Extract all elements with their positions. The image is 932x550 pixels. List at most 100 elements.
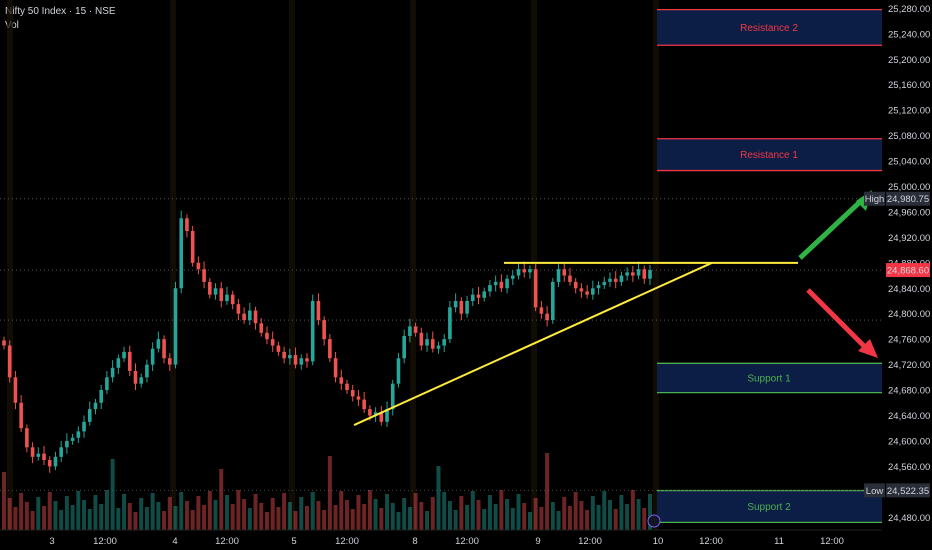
zone-support <box>657 490 882 523</box>
candle-body <box>145 364 149 378</box>
volume-bar <box>59 510 64 530</box>
zone-resistance <box>657 9 882 46</box>
zone-resistance <box>657 138 882 171</box>
volume-bar <box>150 493 155 530</box>
volume-bar <box>322 510 327 530</box>
y-tick-label: 24,600.00 <box>888 436 930 447</box>
candle-body <box>516 269 521 276</box>
candle-body <box>448 307 452 340</box>
volume-bar <box>625 504 630 530</box>
y-tick-label: 24,760.00 <box>888 335 930 346</box>
arrow-down-icon <box>806 288 868 350</box>
price-tag-label: High <box>865 194 885 205</box>
candle-body <box>613 278 618 282</box>
candle-body <box>522 269 527 273</box>
y-tick-label: 24,640.00 <box>888 411 930 422</box>
candle-body <box>167 358 172 365</box>
candle-body <box>42 453 46 461</box>
volume-bar <box>24 502 29 530</box>
session-separator <box>7 0 13 530</box>
volume-bar <box>602 491 607 530</box>
zone-label: Support 2 <box>747 502 791 513</box>
candle-body <box>248 310 252 321</box>
volume-bar <box>567 506 572 530</box>
volume-bar <box>413 493 418 530</box>
volume-bar <box>533 498 538 530</box>
volume-bar <box>482 509 487 530</box>
volume-bar <box>19 493 24 530</box>
candle-body <box>13 377 18 403</box>
candle-body <box>568 275 572 282</box>
x-tick-label: 12:00 <box>820 536 844 547</box>
candle-body <box>65 440 69 448</box>
volume-bar <box>459 496 464 530</box>
volume-bar <box>419 502 424 530</box>
candle-body <box>19 402 23 429</box>
x-tick-label: 12:00 <box>578 536 602 547</box>
volume-bar <box>516 494 521 530</box>
volume-bar <box>339 491 344 530</box>
volume-bar <box>465 505 470 530</box>
volume-bar <box>385 494 390 530</box>
volume-bar <box>42 506 47 530</box>
volume-bar <box>156 502 161 530</box>
volume-bar <box>207 491 212 530</box>
candle-body <box>419 332 424 346</box>
candle-body <box>36 453 41 457</box>
x-tick-label: 4 <box>172 536 177 547</box>
candle-body <box>105 377 109 391</box>
candle-body <box>345 383 349 391</box>
x-tick-label: 3 <box>49 536 54 547</box>
volume-bar <box>630 490 635 530</box>
candle-body <box>202 269 206 282</box>
volume-bar <box>219 469 224 530</box>
volume-bar <box>253 494 258 530</box>
candle-body <box>339 377 344 384</box>
candle-body <box>533 269 538 308</box>
volume-bar <box>396 512 401 530</box>
volume-bar <box>316 501 321 530</box>
price-value-box <box>886 191 930 206</box>
candle-body <box>493 281 498 286</box>
candle-body <box>87 409 92 422</box>
candle-body <box>2 340 6 346</box>
volume-bar <box>304 506 309 530</box>
volume-bar <box>99 504 104 530</box>
volume-bar <box>36 497 41 530</box>
candle-body <box>390 383 395 410</box>
volume-bar <box>167 497 172 530</box>
price-tag-box <box>864 483 885 498</box>
zone-label: Resistance 1 <box>740 150 798 161</box>
volume-bar <box>590 496 595 530</box>
y-tick-label: 24,720.00 <box>888 360 930 371</box>
y-tick-label: 25,040.00 <box>888 157 930 168</box>
volume-bar <box>607 500 612 530</box>
candle-body <box>385 409 389 422</box>
candle-body <box>402 335 406 359</box>
volume-bar <box>636 499 641 530</box>
x-tick-label: 9 <box>535 536 540 547</box>
candle-body <box>573 281 578 289</box>
candle-body <box>288 355 292 359</box>
volume-bar <box>350 509 355 530</box>
candle-body <box>156 339 161 349</box>
y-tick-label: 24,480.00 <box>888 513 930 524</box>
volume-bar <box>493 504 498 530</box>
price-value-label: 24,868.60 <box>887 266 929 277</box>
volume-bar <box>104 490 109 530</box>
volume-bar <box>470 491 475 530</box>
volume-bar <box>82 500 87 530</box>
volume-bar <box>87 509 92 530</box>
volume-bar <box>436 466 441 530</box>
candle-body <box>190 231 195 263</box>
volume-bar <box>2 472 6 530</box>
y-tick-label: 24,920.00 <box>888 233 930 244</box>
candle-body <box>539 307 544 314</box>
arrow-down-head <box>858 339 878 358</box>
session-separator <box>410 0 416 530</box>
volume-bar <box>642 508 647 530</box>
volume-bar <box>247 508 252 530</box>
volume-bar <box>287 502 292 530</box>
volume-bar <box>573 492 578 530</box>
